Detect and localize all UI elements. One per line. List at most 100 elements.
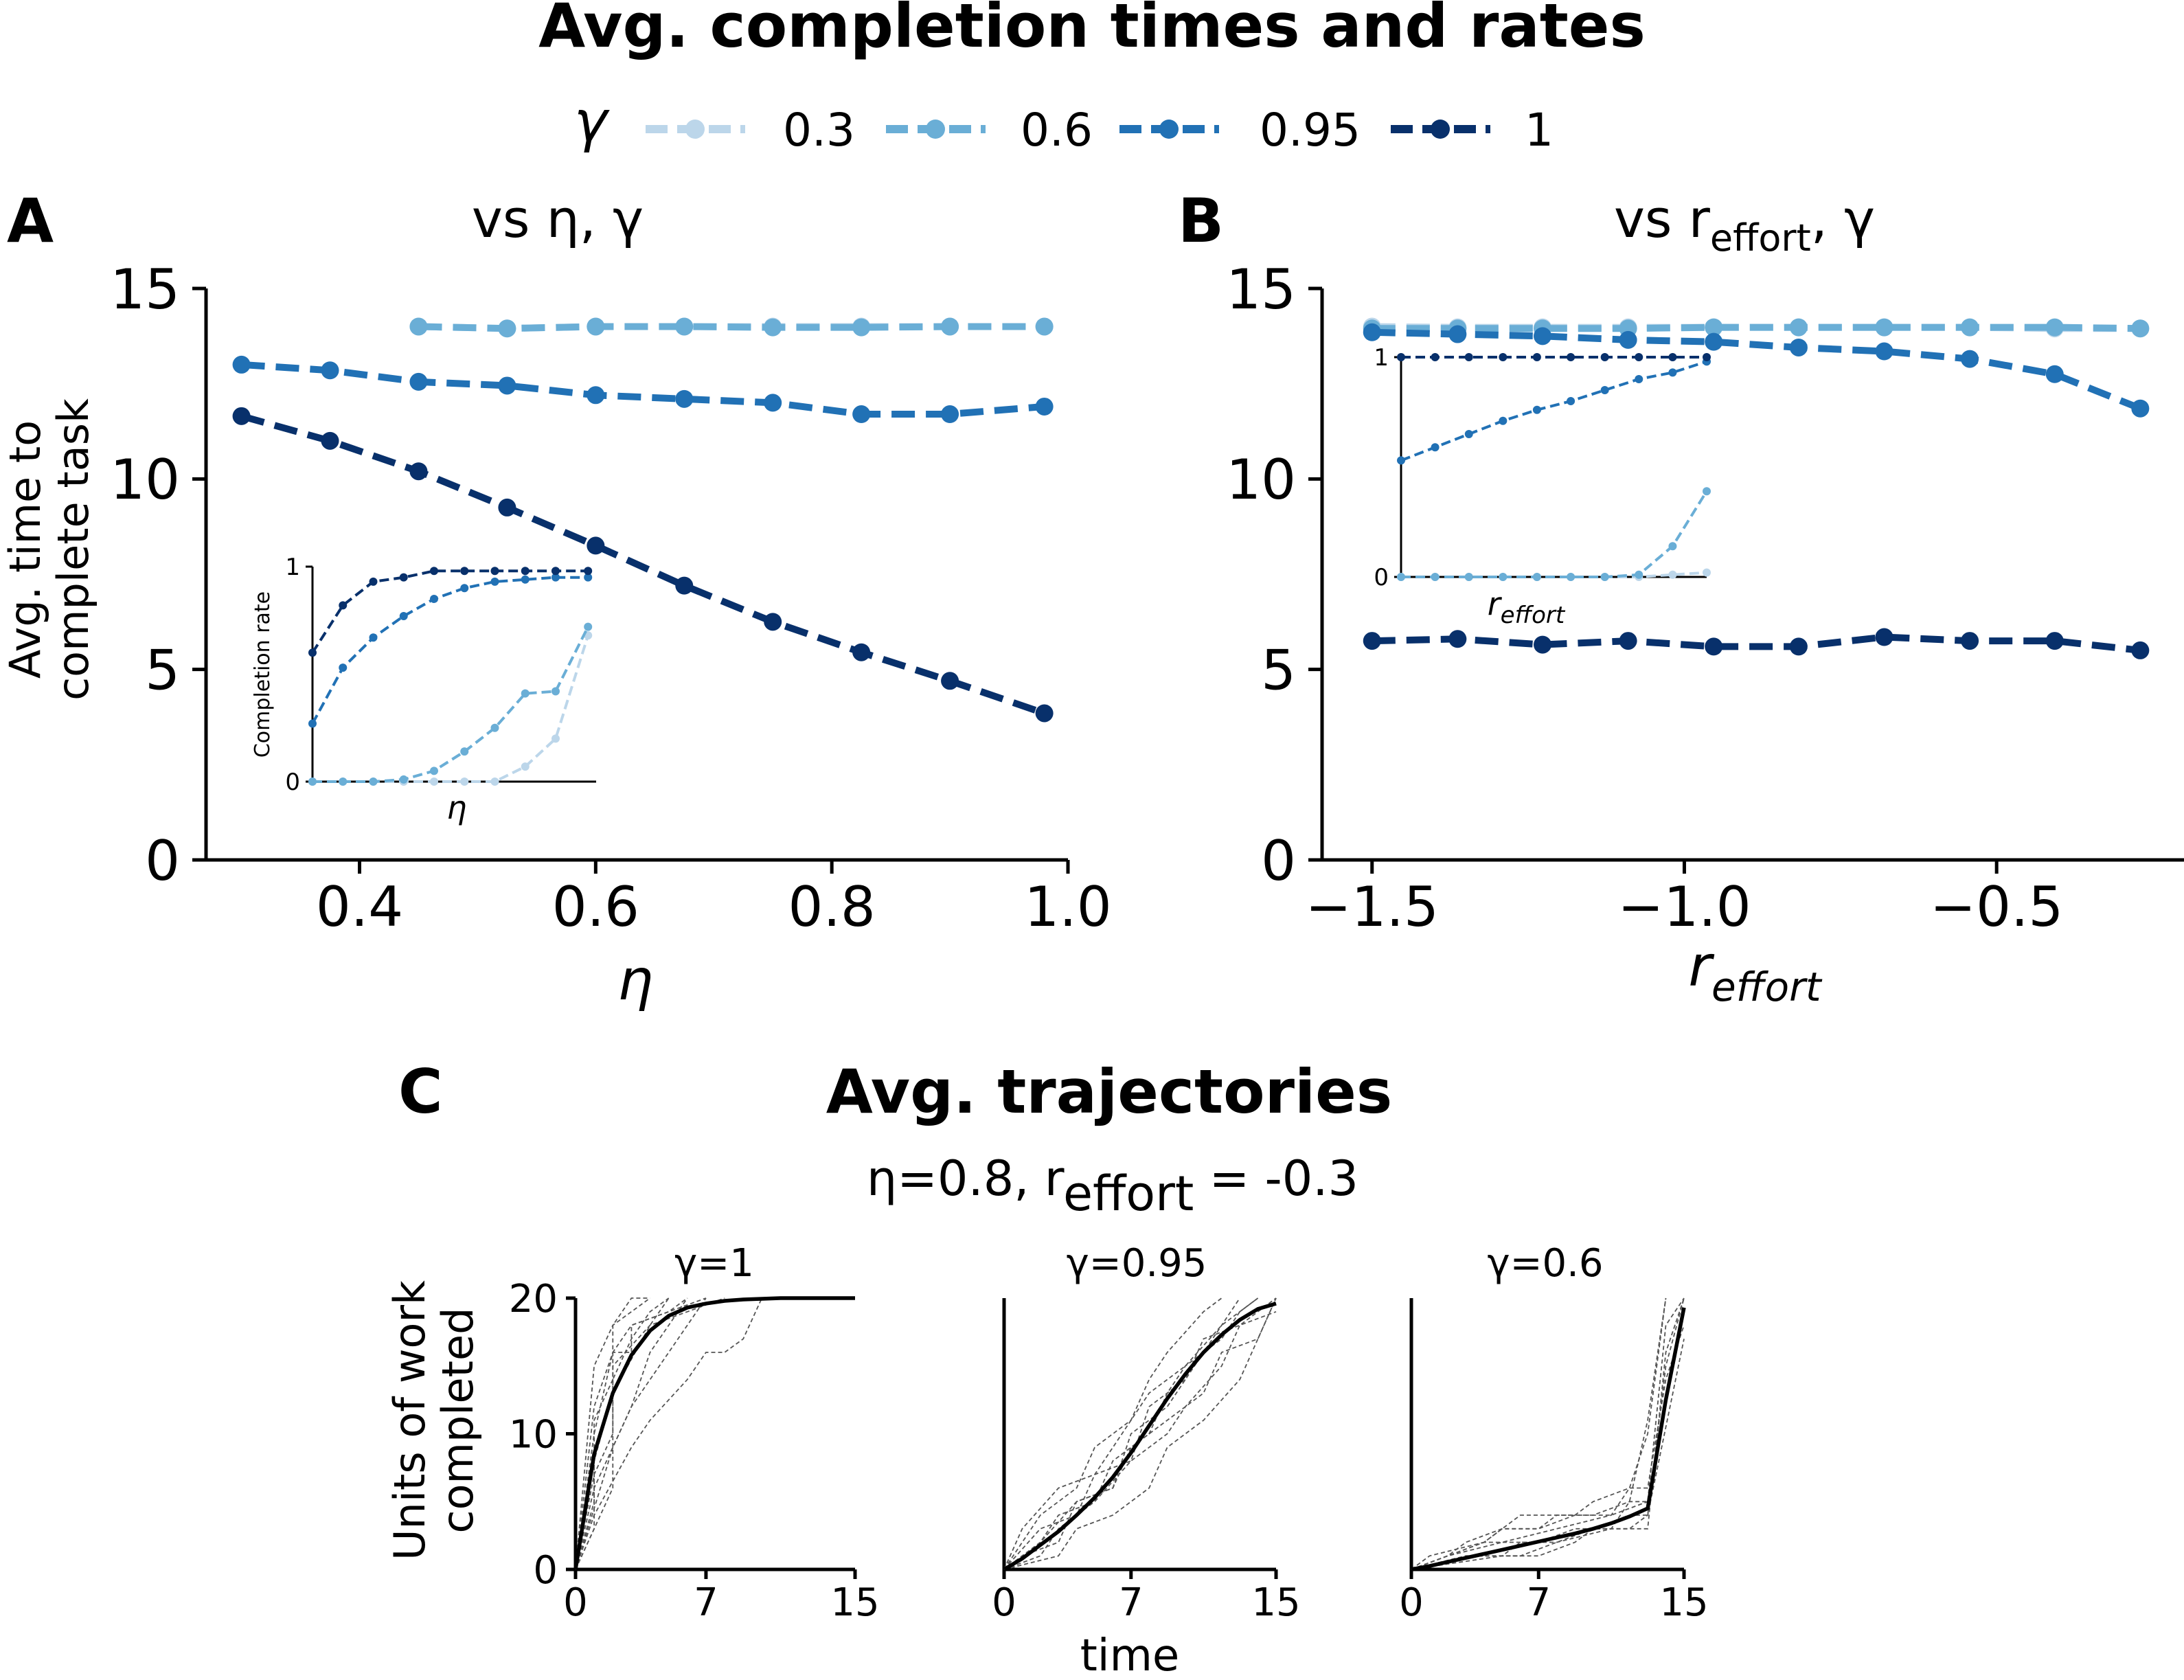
panel-c-subplot-2-trial-trace <box>1003 1297 1277 1570</box>
panel-a-series-point <box>941 317 959 336</box>
panel-b-inset-series-point <box>1532 405 1541 414</box>
panel-a-series-point <box>587 536 605 555</box>
figure-title: Avg. completion times and rates <box>538 0 1646 61</box>
panel-b-series-line <box>1372 328 2142 412</box>
panel-c-ylabel-line-2: completed <box>433 1308 483 1534</box>
panel-b-inset-series-point <box>1464 430 1473 438</box>
panel-b-series-point <box>1448 325 1467 343</box>
panel-a-inset-series-point <box>399 611 408 620</box>
panel-a-series-point <box>675 576 694 595</box>
panel-letter-c: C <box>398 1056 443 1127</box>
panel-b-series-point <box>1448 630 1467 648</box>
panel-b-xtick-label: −0.5 <box>1930 875 2063 939</box>
panel-c-subplot-1-trial-trace <box>575 1297 650 1570</box>
panel-a-inset-series-point <box>584 622 593 631</box>
panel-b-inset-series-point <box>1567 573 1576 581</box>
panel-b-series-point <box>1363 323 1381 341</box>
panel-c-subplot-2-mean-trajectory <box>1003 1302 1277 1571</box>
panel-c-subplot-3-trial-trace <box>1411 1339 1685 1570</box>
panel-a-inset-series-point <box>430 767 438 775</box>
panel-b-inset-series-point <box>1499 353 1508 361</box>
panel-b-series-point <box>2131 399 2150 418</box>
panel-a-inset-series-point <box>551 573 560 582</box>
panel-b-series-point <box>1534 635 1552 654</box>
panel-a-series-point <box>764 318 782 337</box>
panel-c-subplot-1-trial-trace <box>575 1297 651 1570</box>
panel-b-inset-series-point <box>1668 542 1677 551</box>
legend-label-0.6: 0.6 <box>1021 104 1093 157</box>
panel-b-series-point <box>1875 318 1893 337</box>
panel-letter-a: A <box>7 185 54 256</box>
panel-b-series-point <box>1705 318 1723 337</box>
panel-b-xlabel-subscript: effort <box>1711 964 1823 1010</box>
panel-b-ytick-label: 15 <box>1226 258 1296 321</box>
panel-b-inset-series-point <box>1668 353 1677 361</box>
panel-a-xtick-label: 0.6 <box>552 875 639 939</box>
panel-b-series-point <box>1789 318 1808 337</box>
panel-a-series-point <box>852 643 871 661</box>
panel-a-series-point <box>409 372 428 391</box>
panel-a-series-point <box>1035 704 1054 723</box>
panel-a-inset-xlabel: η <box>446 789 466 826</box>
panel-a-series-point <box>941 405 959 424</box>
panel-b-title-prefix: vs r <box>1614 188 1711 249</box>
panel-b-title-subscript: effort <box>1710 216 1811 260</box>
panel-a-inset-series-point <box>460 567 469 576</box>
panel-a-inset-series-point <box>521 567 530 576</box>
panel-b-title: vs reffort, γ <box>1614 188 1875 260</box>
panel-a-series-point <box>587 386 605 405</box>
panel-b-inset-background <box>1396 352 1714 581</box>
panel-c-subplot-1-trial-trace <box>575 1297 707 1570</box>
panel-b-series-point <box>2045 318 2064 337</box>
panel-b-inset-series-point <box>1431 573 1440 581</box>
panel-a-xlabel: η <box>617 948 653 1013</box>
panel-a-series-point <box>675 317 694 336</box>
panel-a-series-line <box>418 323 1045 332</box>
panel-a-title: vs η, γ <box>472 188 644 249</box>
panel-a-inset-series-point <box>460 747 469 756</box>
panel-a-series-point <box>321 361 339 380</box>
panel-c-subtitle-subscript: effort <box>1063 1166 1194 1222</box>
panel-c-subplot-3-trial-trace <box>1411 1325 1685 1570</box>
panel-a-ytick-label: 10 <box>110 448 180 512</box>
panel-c-subtitle-suffix: = -0.3 <box>1194 1150 1358 1207</box>
panel-c-subplot-3-trial-trace <box>1411 1297 1685 1570</box>
panel-a-inset-series-point <box>521 689 530 698</box>
panel-a-ytick-label: 15 <box>110 258 180 321</box>
panel-a-series-point <box>852 318 871 337</box>
panel-a-series-line <box>240 412 1046 717</box>
panel-a-inset-series-point <box>399 573 408 582</box>
panel-a-series-point <box>232 355 251 374</box>
panel-a-inset-series-point <box>490 777 499 786</box>
panel-a-inset-series-point <box>339 777 348 786</box>
panel-b-inset-xlabel: reffort <box>1488 585 1566 629</box>
panel-b-inset-series-line <box>1401 490 1708 578</box>
panel-a-series-point <box>321 431 339 450</box>
panel-a-inset-series-point <box>460 584 469 593</box>
panel-b-series-point <box>2131 641 2150 659</box>
panel-a-inset-series-point <box>430 567 438 576</box>
panel-a-series-point <box>675 389 694 408</box>
panel-c-subplot-1-trial-trace <box>575 1297 688 1570</box>
panel-c-subplot-1-ytick-label: 10 <box>509 1413 558 1457</box>
panel-c-subplot-2-trial-trace <box>1003 1297 1259 1570</box>
panel-c-xlabel: time <box>1080 1631 1180 1680</box>
panel-b-series-point <box>1363 632 1381 650</box>
panel-a-inset-series-line <box>311 569 589 654</box>
panel-a-xtick-label: 1.0 <box>1024 875 1111 939</box>
panel-c-subplot-1-xtick-label: 0 <box>563 1580 588 1625</box>
panel-b-xlabel: reffort <box>1688 934 1823 1010</box>
panel-a-inset-series-point <box>490 577 499 586</box>
panel-b-series-point <box>2045 365 2064 383</box>
panel-c: Units of work completed time 0 10 20 0 7 15 γ=… <box>385 1241 1709 1680</box>
panel-b-series-point <box>2045 632 2064 650</box>
panel-b-inset-series-point <box>1397 573 1405 581</box>
panel-b-inset-series-point <box>1600 353 1609 361</box>
panel-b-inset-series-point <box>1499 416 1508 425</box>
panel-a-series-point <box>941 672 959 690</box>
panel-b-inset-series-point <box>1668 368 1677 377</box>
panel-b-ytick-label: 10 <box>1226 448 1296 512</box>
panel-b-ytick-label: 0 <box>1261 829 1296 893</box>
panel-b-series-point <box>1961 318 1979 337</box>
